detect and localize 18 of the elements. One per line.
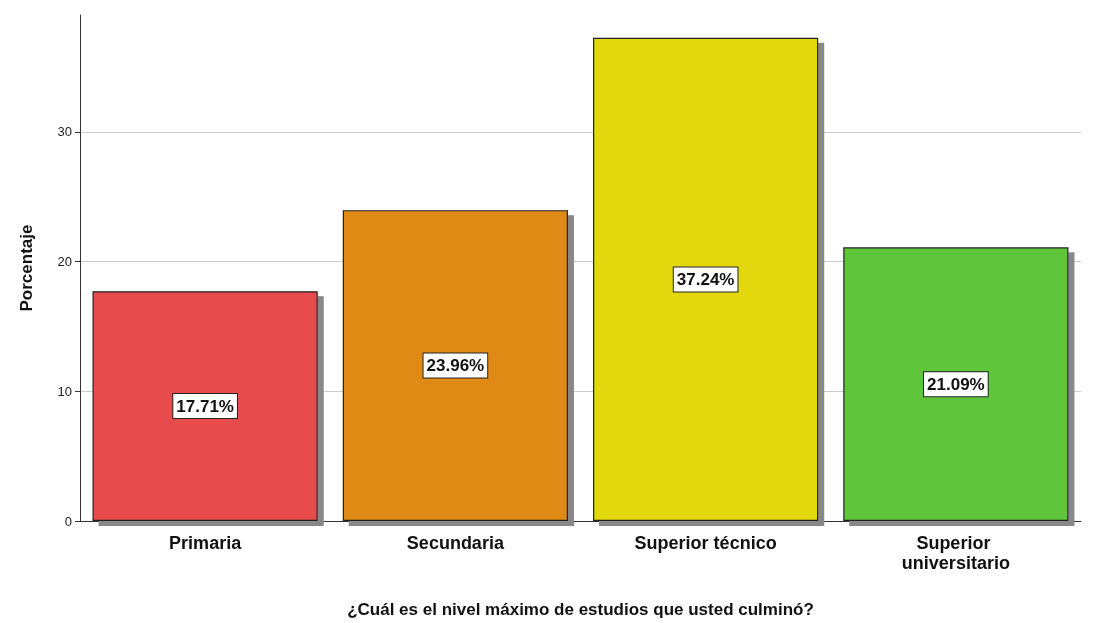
x-tick-label: Primaria — [169, 533, 243, 553]
data-label: 23.96% — [426, 356, 485, 376]
x-tick-label: Superior universitario — [901, 533, 1010, 573]
data-label: 17.71% — [176, 396, 234, 416]
y-tick-label: 30 — [57, 124, 72, 140]
x-tick-label: Superior técnico — [634, 533, 777, 553]
bar — [342, 210, 568, 521]
x-tick-label: Secundaria — [406, 533, 505, 553]
bar — [92, 291, 318, 521]
data-label: 37.24% — [676, 269, 735, 289]
bar — [843, 247, 1069, 521]
x-axis-title: ¿Cuál es el nivel máximo de estudios que usted culminó? — [347, 600, 814, 619]
data-label: 21.09% — [927, 374, 985, 394]
y-axis-title: Porcentaje — [17, 224, 36, 312]
bar — [593, 37, 819, 521]
y-tick-label: 0 — [64, 513, 72, 529]
y-tick-label: 20 — [57, 254, 72, 270]
y-tick-label: 10 — [57, 383, 72, 399]
